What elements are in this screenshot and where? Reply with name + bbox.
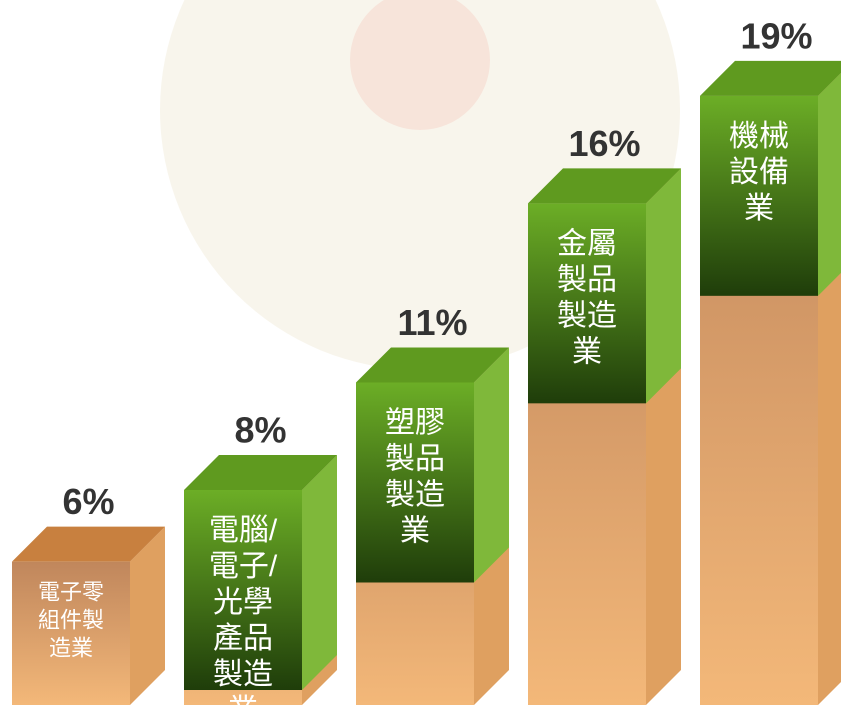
bar-top xyxy=(700,60,841,96)
bar-front-top xyxy=(184,490,302,690)
value-label: 16% xyxy=(568,123,640,164)
value-label: 6% xyxy=(62,481,114,522)
bar-front-top xyxy=(356,382,474,583)
bar-front-top xyxy=(528,203,646,404)
value-label: 19% xyxy=(740,15,812,56)
category-label: 金屬製品製造業 xyxy=(557,227,617,368)
bar-top xyxy=(356,347,509,383)
bar-top xyxy=(528,168,681,204)
bar-side-top xyxy=(818,72,841,296)
bar-side-top xyxy=(646,168,681,404)
category-label: 電腦/電子/光學產品製造業 xyxy=(209,514,278,711)
bar-top xyxy=(12,526,165,562)
category-label: 電子零組件製造業 xyxy=(38,579,104,660)
bar-side-top xyxy=(474,347,509,583)
bar-top xyxy=(184,455,337,490)
bar-side-top xyxy=(302,455,337,690)
category-label: 塑膠製品製造業 xyxy=(385,406,445,547)
bar-front xyxy=(12,561,130,705)
bar-front-top xyxy=(700,95,818,296)
value-label: 8% xyxy=(234,410,286,451)
watermark-center xyxy=(350,0,490,130)
value-label: 11% xyxy=(397,302,467,343)
bar-side xyxy=(130,526,165,705)
bars: 6% 電子零組件製造業 8% 電腦/電子/光學產品製造業 11% 塑膠製品製造業 16% 金屬… xyxy=(12,15,841,711)
category-label: 機械設備業 xyxy=(729,120,789,225)
